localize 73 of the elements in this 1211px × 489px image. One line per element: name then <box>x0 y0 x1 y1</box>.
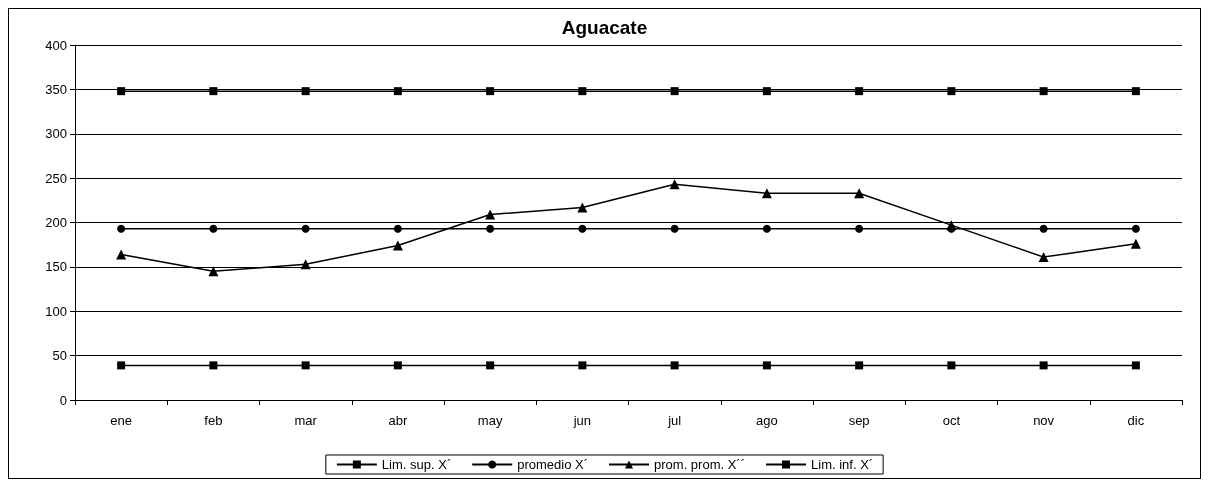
x-tick-label: dic <box>1127 413 1145 428</box>
y-tick-label: 0 <box>59 392 67 408</box>
point <box>762 224 771 233</box>
chart-title: Aguacate <box>561 17 648 38</box>
point <box>670 87 679 96</box>
point <box>209 361 218 370</box>
point <box>117 224 126 233</box>
y-tick-label: 200 <box>45 215 67 230</box>
point <box>578 87 587 96</box>
x-tick-label: nov <box>1033 413 1055 428</box>
point <box>1039 87 1048 96</box>
point <box>762 87 771 96</box>
point <box>762 361 771 370</box>
legend-label: Lim. inf. X´ <box>811 457 874 472</box>
x-tick-label: oct <box>942 413 961 428</box>
legend-label: Lim. sup. X´ <box>381 457 452 472</box>
point <box>855 87 864 96</box>
point <box>209 224 218 233</box>
x-tick-label: jun <box>572 413 592 428</box>
point <box>1039 361 1048 370</box>
y-tick-label: 50 <box>52 348 67 364</box>
point <box>301 224 310 233</box>
point <box>393 87 402 96</box>
point <box>301 361 310 370</box>
point <box>1038 252 1049 263</box>
point <box>855 361 864 370</box>
point <box>947 361 956 370</box>
point <box>301 87 310 96</box>
x-tick-label: sep <box>848 413 870 428</box>
point <box>486 87 495 96</box>
x-tick-label: ene <box>110 413 132 428</box>
point <box>670 361 679 370</box>
point <box>947 224 956 233</box>
y-tick-label: 100 <box>45 303 67 319</box>
x-tick-label: abr <box>388 413 408 428</box>
point <box>761 188 772 199</box>
point <box>670 224 679 233</box>
point <box>393 224 402 233</box>
point <box>486 361 495 370</box>
point <box>855 224 864 233</box>
point <box>1131 87 1140 96</box>
point <box>1130 238 1141 249</box>
point <box>1039 224 1048 233</box>
point <box>393 361 402 370</box>
point <box>578 361 587 370</box>
point <box>578 224 587 233</box>
y-tick-label: 300 <box>45 126 67 142</box>
x-tick-label: ago <box>756 413 778 428</box>
point <box>117 361 126 370</box>
y-tick-label: 400 <box>45 37 67 53</box>
y-tick-label: 250 <box>45 170 67 186</box>
point <box>577 202 588 213</box>
point <box>209 87 218 96</box>
y-tick-label: 350 <box>45 81 67 97</box>
point <box>208 266 219 277</box>
x-tick-label: jul <box>667 413 682 428</box>
point <box>117 87 126 96</box>
point <box>1131 361 1140 370</box>
point <box>947 87 956 96</box>
x-tick-label: feb <box>204 413 223 428</box>
point <box>669 179 680 190</box>
legend-label: promedio X´ <box>517 457 589 472</box>
point <box>392 240 403 251</box>
point <box>1131 224 1140 233</box>
y-tick-label: 150 <box>45 259 67 275</box>
legend-label: prom. prom. X´´ <box>654 457 746 472</box>
point <box>485 209 496 220</box>
point <box>854 188 865 199</box>
x-tick-label: may <box>477 413 503 428</box>
point <box>300 259 311 270</box>
point <box>116 249 127 260</box>
point <box>486 224 495 233</box>
x-tick-label: mar <box>294 413 318 428</box>
